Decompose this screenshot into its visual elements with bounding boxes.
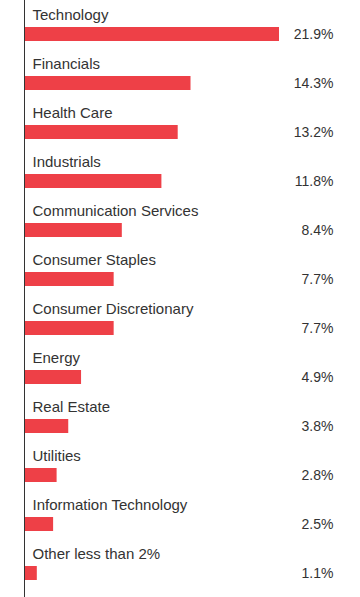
svg-text:2.8%: 2.8%	[302, 467, 334, 483]
svg-text:8.4%: 8.4%	[302, 222, 334, 238]
svg-text:Industrials: Industrials	[33, 153, 101, 170]
svg-text:3.8%: 3.8%	[302, 418, 334, 434]
svg-text:Consumer Staples: Consumer Staples	[33, 251, 156, 268]
svg-text:21.9%: 21.9%	[294, 26, 334, 42]
svg-text:7.7%: 7.7%	[302, 271, 334, 287]
svg-text:4.9%: 4.9%	[302, 369, 334, 385]
svg-text:Health Care: Health Care	[33, 104, 113, 121]
svg-text:Energy: Energy	[33, 349, 81, 366]
svg-text:7.7%: 7.7%	[302, 320, 334, 336]
svg-text:Consumer Discretionary: Consumer Discretionary	[33, 300, 194, 317]
svg-text:Communication Services: Communication Services	[33, 202, 199, 219]
svg-text:Other less than 2%: Other less than 2%	[33, 545, 161, 562]
svg-text:Real Estate: Real Estate	[33, 398, 111, 415]
svg-text:1.1%: 1.1%	[302, 565, 334, 581]
svg-text:2.5%: 2.5%	[302, 516, 334, 532]
svg-text:14.3%: 14.3%	[294, 75, 334, 91]
svg-text:Utilities: Utilities	[33, 447, 81, 464]
svg-text:13.2%: 13.2%	[294, 124, 334, 140]
svg-text:Financials: Financials	[33, 55, 101, 72]
svg-text:11.8%: 11.8%	[295, 173, 334, 189]
svg-text:Technology: Technology	[33, 6, 109, 23]
svg-text:Information Technology: Information Technology	[33, 496, 188, 513]
